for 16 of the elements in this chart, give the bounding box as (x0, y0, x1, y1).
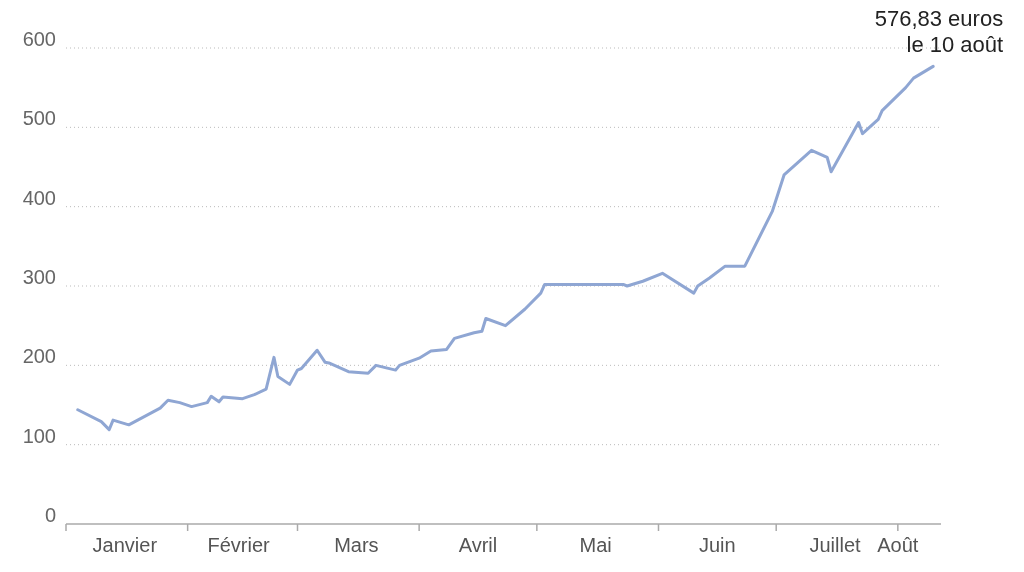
y-tick-label: 200 (22, 345, 56, 368)
x-tick-label: Mai (579, 534, 612, 556)
y-tick-label: 300 (22, 266, 56, 288)
x-tick-label: Juin (698, 534, 736, 556)
x-tick-label: Avril (458, 534, 498, 556)
x-tick-label: Janvier (92, 534, 158, 556)
x-tick-label: Juillet (809, 534, 862, 556)
y-tick-label: 500 (22, 107, 56, 130)
annotation: 576,83 euros le 10 août (874, 6, 1004, 58)
y-tick-label: 400 (22, 186, 56, 209)
y-tick-label: 0 (44, 504, 56, 526)
x-tick-label: Août (877, 534, 919, 556)
y-tick-label: 100 (22, 424, 56, 447)
x-tick-label: Février (207, 534, 271, 556)
x-tick-label: Mars (334, 534, 379, 556)
y-tick-label: 600 (22, 28, 56, 50)
